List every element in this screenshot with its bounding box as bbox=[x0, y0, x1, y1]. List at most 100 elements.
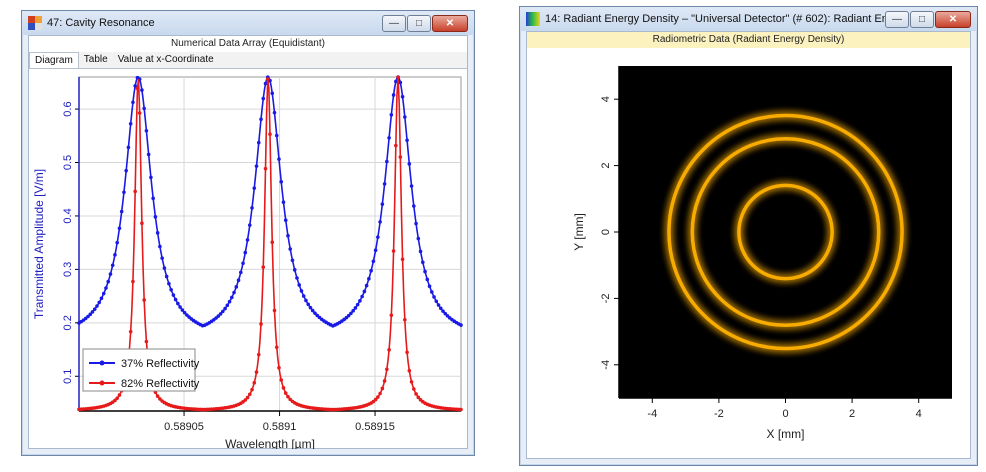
data-point bbox=[403, 115, 407, 119]
data-point bbox=[144, 339, 149, 344]
minimize-button[interactable]: — bbox=[885, 10, 909, 28]
data-point bbox=[283, 218, 288, 223]
y-tick-label: 0.1 bbox=[62, 369, 74, 384]
data-point bbox=[113, 253, 117, 257]
data-point bbox=[225, 303, 230, 308]
tab-table[interactable]: Table bbox=[83, 54, 108, 65]
data-point bbox=[295, 276, 299, 280]
data-point bbox=[115, 396, 119, 400]
data-point bbox=[438, 306, 443, 311]
data-point bbox=[160, 256, 164, 260]
data-point bbox=[403, 317, 407, 322]
data-point bbox=[427, 284, 432, 289]
data-point bbox=[391, 93, 396, 97]
y-tick-label: 0.3 bbox=[62, 262, 74, 277]
data-point bbox=[236, 278, 241, 282]
maximize-button[interactable]: □ bbox=[407, 14, 431, 32]
data-point bbox=[137, 111, 142, 115]
line-chart[interactable]: 0.58905 0.5891 0.58915 0.1 0.2 0.3 0.4 0.5 0.6 Wa… bbox=[29, 69, 467, 449]
data-point bbox=[261, 265, 266, 269]
y-tick-label: -4 bbox=[600, 360, 612, 370]
data-point bbox=[313, 311, 317, 315]
x-tick-label: 0.58915 bbox=[355, 421, 395, 433]
maximize-button[interactable]: □ bbox=[910, 10, 934, 28]
left-title-bar[interactable]: 47: Cavity Resonance — □ ✕ bbox=[22, 11, 474, 35]
data-point bbox=[113, 398, 117, 403]
data-point bbox=[133, 84, 137, 88]
energy-ring-2 bbox=[690, 137, 881, 327]
data-point bbox=[432, 295, 436, 299]
x-tick-label: 0.5891 bbox=[263, 421, 297, 433]
data-point bbox=[369, 268, 373, 273]
data-point bbox=[373, 397, 378, 402]
data-point bbox=[274, 133, 279, 138]
x-tick-label: -2 bbox=[714, 408, 724, 420]
data-point bbox=[117, 226, 122, 231]
data-point bbox=[142, 298, 146, 302]
data-point bbox=[425, 277, 430, 282]
data-point bbox=[387, 348, 391, 352]
data-point bbox=[277, 157, 281, 161]
x-tick-label: 2 bbox=[849, 408, 855, 420]
data-point bbox=[117, 393, 122, 397]
legend-label: 82% Reflectivity bbox=[121, 378, 200, 390]
data-point bbox=[290, 258, 295, 263]
y-tick-label: 0.4 bbox=[62, 208, 74, 223]
data-point bbox=[149, 175, 153, 180]
data-point bbox=[353, 306, 358, 310]
data-point bbox=[162, 266, 167, 270]
data-point bbox=[256, 352, 261, 357]
data-point bbox=[409, 184, 414, 188]
y-tick-label: 0 bbox=[600, 229, 612, 235]
data-point bbox=[405, 350, 409, 355]
y-tick-label: 2 bbox=[600, 163, 612, 169]
data-point bbox=[421, 260, 425, 265]
heatmap-chart[interactable]: -4 -2 0 2 4 -4 -2 0 2 4 X [mm] Y [mm] bbox=[527, 48, 970, 458]
right-window-title: 14: Radiant Energy Density – "Universal … bbox=[545, 13, 885, 25]
data-point bbox=[308, 305, 313, 310]
data-point bbox=[158, 397, 162, 401]
data-point bbox=[153, 215, 158, 219]
data-point bbox=[261, 96, 266, 101]
data-point bbox=[259, 322, 263, 326]
legend-marker bbox=[99, 360, 105, 366]
data-point bbox=[405, 138, 409, 143]
data-point bbox=[270, 240, 275, 245]
data-point bbox=[459, 323, 463, 327]
data-point bbox=[182, 310, 187, 315]
data-point bbox=[371, 259, 376, 264]
data-point bbox=[412, 387, 416, 391]
data-point bbox=[155, 394, 160, 398]
data-point bbox=[277, 365, 281, 370]
close-button[interactable]: ✕ bbox=[432, 14, 468, 32]
minimize-button[interactable]: — bbox=[382, 14, 406, 32]
data-point bbox=[252, 380, 257, 385]
tab-diagram[interactable]: Diagram bbox=[29, 52, 79, 68]
close-button[interactable]: ✕ bbox=[935, 10, 971, 28]
legend: 37% Reflectivity 82% Reflectivity bbox=[82, 348, 200, 392]
tab-value-at-x[interactable]: Value at x-Coordinate bbox=[117, 54, 214, 65]
data-point bbox=[367, 276, 371, 281]
data-point bbox=[274, 345, 279, 350]
y-tick-label: 0.5 bbox=[62, 155, 74, 170]
data-point bbox=[164, 274, 169, 279]
data-point bbox=[355, 302, 360, 307]
data-point bbox=[88, 312, 93, 317]
data-point bbox=[376, 235, 380, 239]
data-point bbox=[299, 289, 304, 293]
data-point bbox=[436, 303, 441, 307]
x-axis-label: Wavelength [µm] bbox=[225, 437, 315, 449]
data-point bbox=[131, 279, 135, 284]
data-point bbox=[90, 310, 95, 314]
data-point bbox=[254, 164, 259, 168]
data-point bbox=[178, 305, 182, 309]
y-tick-label: -2 bbox=[600, 294, 612, 304]
right-title-bar[interactable]: 14: Radiant Energy Density – "Universal … bbox=[520, 7, 977, 31]
data-point bbox=[169, 287, 173, 292]
data-point bbox=[247, 392, 252, 397]
data-point bbox=[146, 152, 151, 157]
cavity-resonance-window: 47: Cavity Resonance — □ ✕ Numerical Dat… bbox=[21, 10, 475, 456]
right-subtitle: Radiometric Data (Radiant Energy Density… bbox=[527, 32, 970, 48]
data-point bbox=[459, 407, 463, 412]
data-point bbox=[380, 386, 385, 391]
